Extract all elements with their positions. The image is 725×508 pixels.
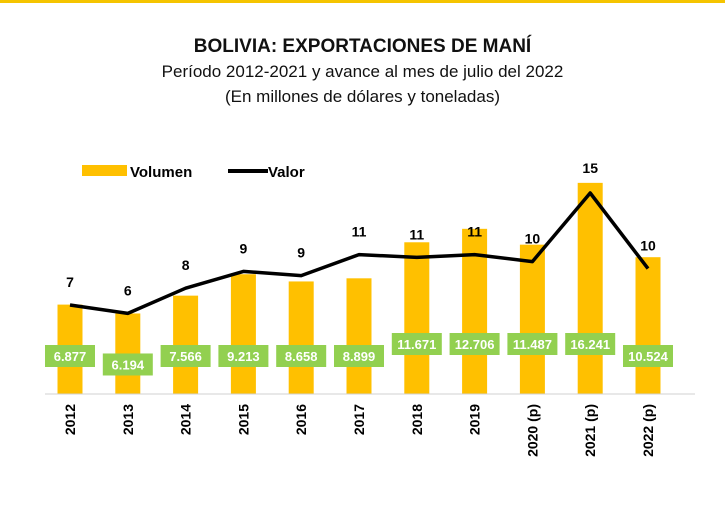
- legend-label-valor: Valor: [268, 164, 305, 181]
- x-tick-label: 2017: [351, 404, 367, 435]
- data-label-volumen: 9.213: [227, 349, 260, 364]
- data-label-box-volumen: [334, 345, 384, 367]
- bar-volumen: [635, 257, 661, 394]
- bar-volumen: [577, 182, 603, 394]
- data-label-valor: 10: [525, 231, 541, 247]
- data-label-valor: 9: [297, 245, 305, 261]
- data-label-box-volumen: [449, 333, 500, 355]
- data-label-valor: 8: [182, 257, 190, 273]
- chart-title: BOLIVIA: EXPORTACIONES DE MANÍ: [193, 36, 532, 57]
- legend-label-volumen: Volumen: [130, 164, 192, 181]
- data-label-valor: 15: [582, 160, 598, 176]
- data-label-volumen: 8.658: [285, 349, 318, 364]
- data-label-box-volumen: [565, 333, 616, 355]
- legend-swatch-volumen: [82, 165, 127, 176]
- x-tick-label: 2015: [235, 404, 251, 435]
- data-label-box-volumen: [507, 333, 558, 355]
- data-label-valor: 11: [352, 224, 367, 240]
- data-label-volumen: 8.899: [343, 349, 376, 364]
- data-label-valor: 11: [409, 226, 424, 242]
- data-label-volumen: 16.241: [570, 337, 610, 352]
- line-valor: [69, 191, 650, 316]
- data-label-volumen: 11.487: [513, 337, 552, 352]
- data-label-volumen: 10.524: [628, 349, 669, 364]
- data-label-volumen: 6.194: [112, 357, 145, 372]
- x-tick-label: 2019: [467, 404, 483, 435]
- chart-subtitle-units: (En millones de dólares y toneladas): [225, 87, 500, 106]
- bar-volumen: [519, 244, 545, 394]
- x-tick-label: 2013: [120, 404, 136, 435]
- data-label-volumen: 11.671: [397, 337, 436, 352]
- x-tick-label: 2022 (p): [640, 404, 656, 457]
- x-tick-label: 2016: [293, 404, 309, 435]
- data-label-box-volumen: [391, 333, 442, 355]
- bar-volumen: [230, 274, 256, 394]
- data-label-volumen: 7.566: [169, 349, 202, 364]
- x-tick-label: 2021 (p): [582, 404, 598, 457]
- data-label-valor: 9: [240, 240, 248, 256]
- data-label-volumen: 6.877: [54, 349, 87, 364]
- bar-volumen: [404, 242, 430, 394]
- x-tick-label: 2020 (p): [524, 404, 540, 457]
- data-label-box-volumen: [276, 345, 327, 367]
- bar-volumen: [288, 281, 314, 394]
- data-label-volumen: 12.706: [455, 337, 495, 352]
- chart-subtitle: Período 2012-2021 y avance al mes de jul…: [161, 62, 564, 81]
- data-label-box-volumen: [45, 345, 95, 367]
- data-label-valor: 11: [467, 224, 482, 240]
- data-label-box-volumen: [623, 345, 673, 367]
- data-label-valor: 7: [66, 274, 74, 290]
- x-tick-label: 2014: [178, 404, 194, 435]
- data-label-valor: 10: [640, 238, 656, 254]
- data-label-box-volumen: [160, 345, 211, 367]
- data-label-valor: 6: [124, 282, 132, 298]
- top-rule: [0, 0, 725, 3]
- data-label-box-volumen: [102, 353, 153, 376]
- data-label-box-volumen: [218, 345, 269, 367]
- bar-volumen: [173, 295, 199, 394]
- x-tick-label: 2018: [409, 404, 425, 435]
- bar-volumen: [346, 278, 372, 394]
- x-tick-label: 2012: [62, 404, 78, 435]
